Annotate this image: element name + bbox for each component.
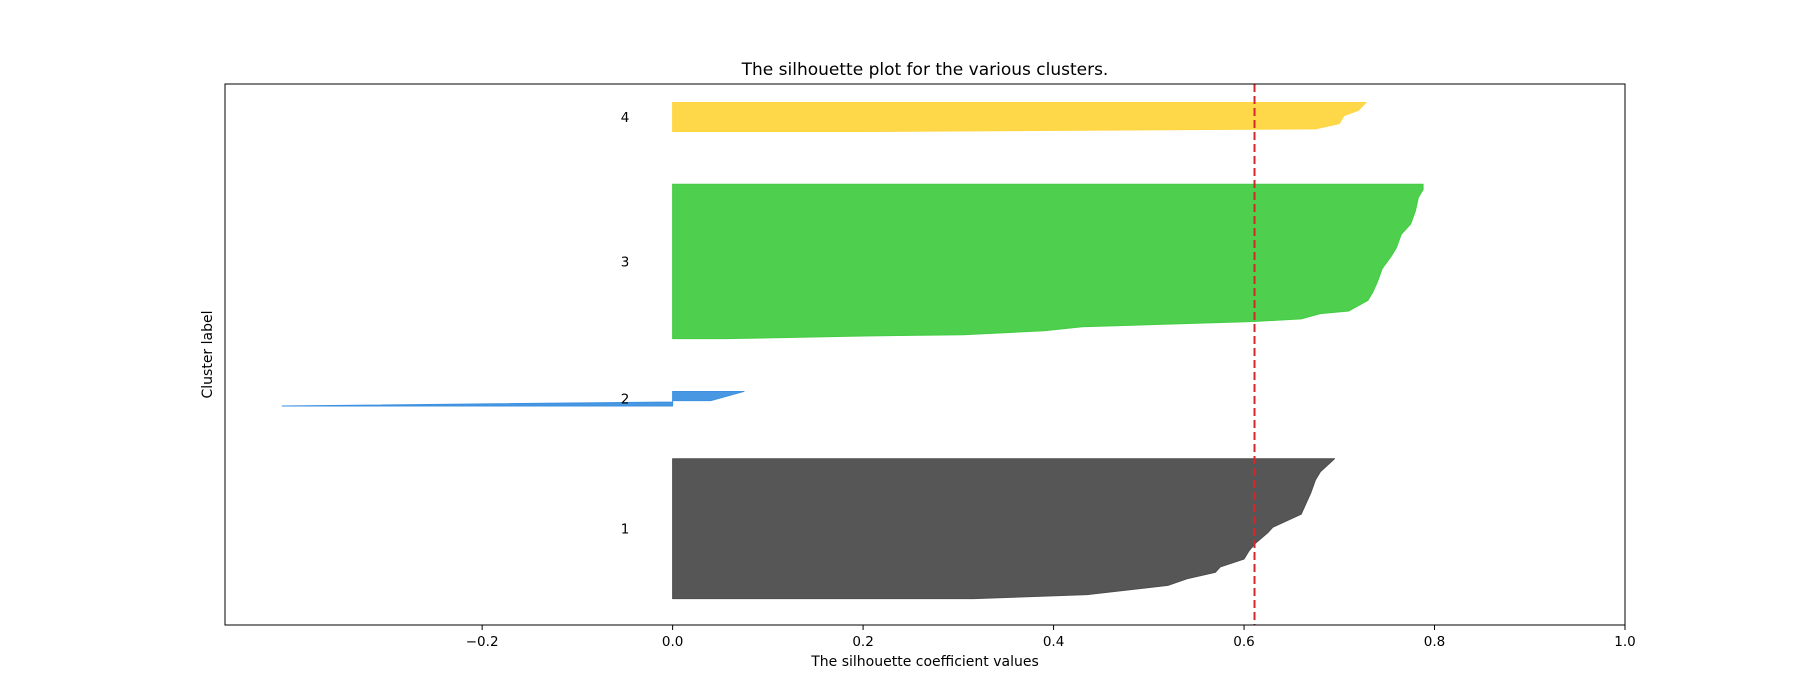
cluster-labels: 1 2 3 4 — [621, 110, 630, 538]
cluster-label-3: 3 — [621, 254, 630, 270]
x-tick-label: −0.2 — [466, 634, 499, 650]
cluster-1-silhouette — [672, 458, 1336, 600]
cluster-3-silhouette — [672, 183, 1424, 340]
chart-title: The silhouette plot for the various clus… — [741, 60, 1109, 80]
x-tick-label: 0.8 — [1424, 634, 1445, 650]
x-axis-label: The silhouette coefficient values — [810, 654, 1039, 670]
cluster-silhouettes — [281, 101, 1424, 600]
cluster-label-2: 2 — [621, 392, 630, 408]
cluster-label-1: 1 — [621, 522, 630, 538]
cluster-2-silhouette — [281, 390, 745, 407]
plot-frame — [224, 83, 1626, 626]
x-tick-label: 1.0 — [1614, 634, 1635, 650]
y-axis-label: Cluster label — [200, 311, 216, 399]
x-tick-label: 0.4 — [1043, 634, 1064, 650]
cluster-4-silhouette — [672, 101, 1367, 133]
x-axis-ticks: −0.2 0.0 0.2 0.4 0.6 0.8 1.0 — [466, 625, 1636, 650]
x-tick-label: 0.2 — [852, 634, 873, 650]
x-tick-label: 0.0 — [662, 634, 683, 650]
cluster-label-4: 4 — [621, 110, 630, 126]
x-tick-label: 0.6 — [1233, 634, 1254, 650]
